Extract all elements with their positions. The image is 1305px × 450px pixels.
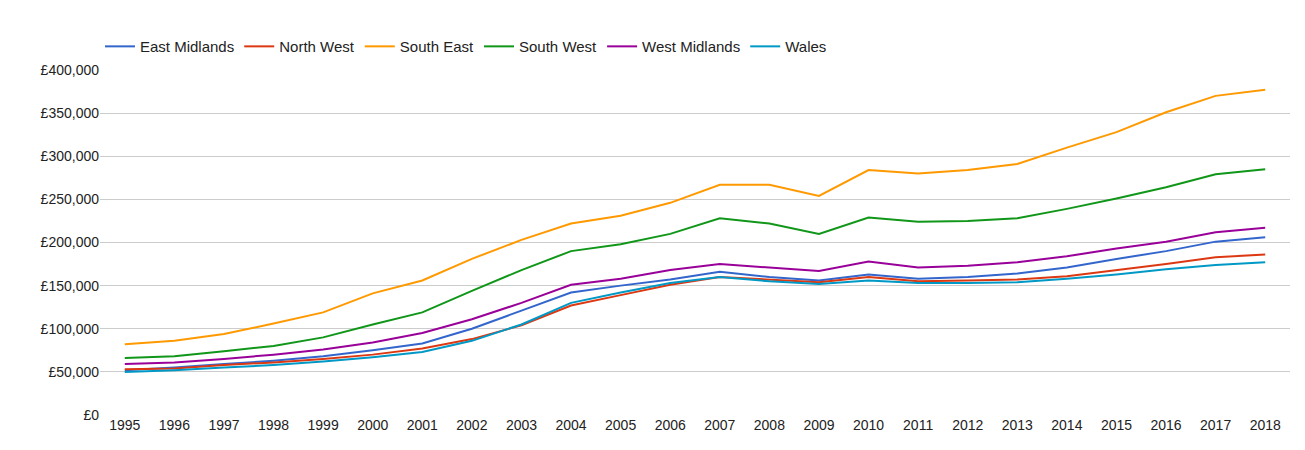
svg-text:£0: £0 bbox=[83, 407, 99, 423]
svg-text:£250,000: £250,000 bbox=[41, 191, 100, 207]
svg-text:1998: 1998 bbox=[258, 417, 289, 433]
svg-text:2009: 2009 bbox=[803, 417, 834, 433]
svg-text:2016: 2016 bbox=[1150, 417, 1181, 433]
svg-text:2003: 2003 bbox=[506, 417, 537, 433]
svg-text:£400,000: £400,000 bbox=[41, 62, 100, 78]
svg-text:£200,000: £200,000 bbox=[41, 234, 100, 250]
svg-text:North West: North West bbox=[279, 38, 355, 55]
svg-text:2018: 2018 bbox=[1250, 417, 1281, 433]
svg-text:2008: 2008 bbox=[754, 417, 785, 433]
svg-text:£150,000: £150,000 bbox=[41, 278, 100, 294]
svg-text:South West: South West bbox=[519, 38, 597, 55]
svg-text:1996: 1996 bbox=[159, 417, 190, 433]
svg-text:2017: 2017 bbox=[1200, 417, 1231, 433]
svg-text:2004: 2004 bbox=[555, 417, 586, 433]
svg-text:2015: 2015 bbox=[1101, 417, 1132, 433]
svg-text:1999: 1999 bbox=[308, 417, 339, 433]
svg-text:West Midlands: West Midlands bbox=[642, 38, 740, 55]
svg-text:2014: 2014 bbox=[1051, 417, 1082, 433]
svg-text:2002: 2002 bbox=[456, 417, 487, 433]
svg-text:East Midlands: East Midlands bbox=[140, 38, 234, 55]
svg-text:2012: 2012 bbox=[952, 417, 983, 433]
svg-text:1995: 1995 bbox=[109, 417, 140, 433]
svg-text:£350,000: £350,000 bbox=[41, 105, 100, 121]
svg-text:South East: South East bbox=[400, 38, 474, 55]
svg-text:£300,000: £300,000 bbox=[41, 148, 100, 164]
svg-text:2006: 2006 bbox=[655, 417, 686, 433]
svg-text:2010: 2010 bbox=[853, 417, 884, 433]
svg-text:1997: 1997 bbox=[208, 417, 239, 433]
svg-text:2001: 2001 bbox=[407, 417, 438, 433]
svg-text:Wales: Wales bbox=[785, 38, 826, 55]
svg-text:2007: 2007 bbox=[704, 417, 735, 433]
svg-text:£50,000: £50,000 bbox=[48, 364, 99, 380]
svg-text:2005: 2005 bbox=[605, 417, 636, 433]
svg-text:2000: 2000 bbox=[357, 417, 388, 433]
svg-text:2013: 2013 bbox=[1002, 417, 1033, 433]
svg-text:£100,000: £100,000 bbox=[41, 321, 100, 337]
svg-text:2011: 2011 bbox=[903, 417, 933, 433]
